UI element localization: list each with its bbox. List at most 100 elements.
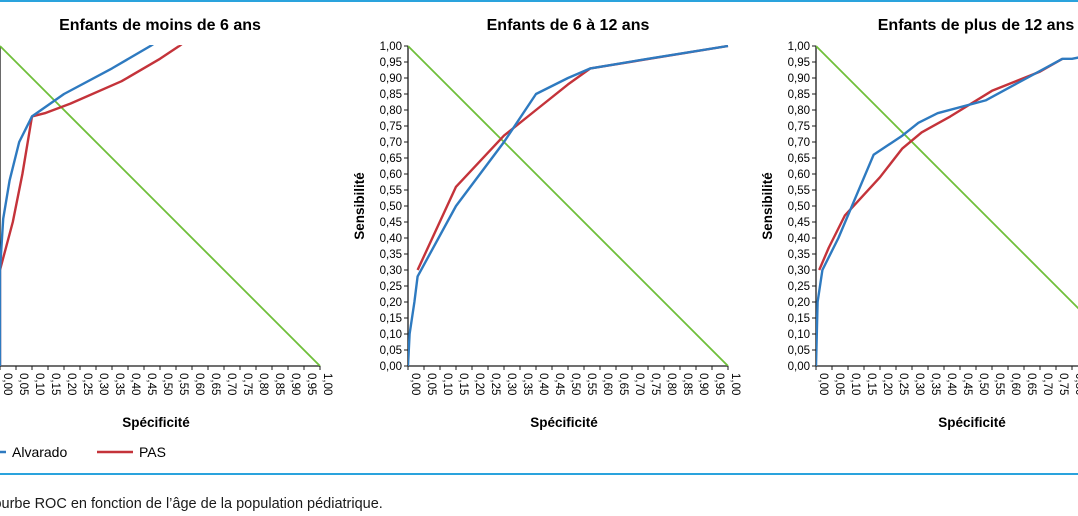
- x-tick-label: 0,55: [585, 373, 597, 395]
- y-tick-label: 1,00: [788, 41, 810, 53]
- x-tick-label: 0,70: [1041, 373, 1053, 395]
- x-tick-label: 0,75: [649, 373, 661, 395]
- x-tick-label: 0,20: [881, 373, 893, 395]
- y-tick-label: 0,80: [380, 105, 402, 117]
- x-tick-label: 0,10: [849, 373, 861, 395]
- pas-curve: [416, 45, 729, 271]
- x-tick-label: 0,00: [409, 373, 421, 395]
- y-axis-label: Sensibilité: [760, 172, 775, 240]
- y-tick-label: 1,00: [380, 41, 402, 53]
- top-rule: [0, 0, 1078, 2]
- x-tick-label: 0,50: [569, 373, 581, 395]
- bottom-rule: [0, 473, 1078, 475]
- x-tick-label: 0,35: [521, 373, 533, 395]
- y-tick-label: 0,90: [380, 73, 402, 85]
- y-tick-label: 0,95: [380, 57, 402, 69]
- x-tick-label: 1,00: [729, 373, 741, 395]
- y-tick-label: 0,25: [788, 281, 810, 293]
- x-tick-label: 0,80: [1073, 373, 1078, 395]
- roc-panel-2: Enfants de 6 à 12 ans 0,00 0,05 0,10 0,15 0,2…: [352, 17, 741, 430]
- x-tick-label: 0,20: [473, 373, 485, 395]
- y-tick-label: 0,85: [788, 89, 810, 101]
- x-axis-label: Spécificité: [122, 415, 190, 430]
- x-axis-label: Spécificité: [938, 415, 1006, 430]
- y-tick-label: 0,20: [788, 297, 810, 309]
- y-tick-label: 0,75: [788, 121, 810, 133]
- y-tick-label: 0,25: [380, 281, 402, 293]
- x-tick-label: 0,20: [65, 373, 77, 395]
- x-tick-label: 0,05: [425, 373, 437, 395]
- x-tick-label: 0,00: [817, 373, 829, 395]
- chart-title: Enfants de moins de 6 ans: [59, 17, 261, 34]
- x-tick-label: 0,15: [457, 373, 469, 395]
- y-tick-label: 0,05: [788, 345, 810, 357]
- x-tick-label: 0,10: [441, 373, 453, 395]
- x-tick-label: 0,45: [553, 373, 565, 395]
- roc-panel-3: Enfants de plus de 12 ans 0,00 0,05 0,10 0,1…: [760, 17, 1078, 430]
- alvarado-curve: [0, 45, 155, 366]
- y-tick-label: 0,15: [380, 313, 402, 325]
- x-tick-label: 0,50: [977, 373, 989, 395]
- x-tick-label: 0,80: [257, 373, 269, 395]
- y-tick-label: 0,60: [788, 169, 810, 181]
- x-tick-label: 0,40: [537, 373, 549, 395]
- y-tick-label: 0,00: [788, 361, 810, 373]
- x-tick-label: 0,70: [225, 373, 237, 395]
- x-tick-label: 0,55: [177, 373, 189, 395]
- y-tick-label: 0,35: [380, 249, 402, 261]
- x-tick-label: 0,75: [241, 373, 253, 395]
- y-tick-label: 0,50: [380, 201, 402, 213]
- x-tick-label: 0,65: [209, 373, 221, 395]
- x-tick-label: 0,75: [1057, 373, 1069, 395]
- x-tick-label: 0,15: [865, 373, 877, 395]
- legend-item-pas: PAS: [97, 444, 166, 460]
- x-tick-label: 0,80: [665, 373, 677, 395]
- x-tick-label: 0,50: [161, 373, 173, 395]
- x-tick-label: 0,30: [97, 373, 109, 395]
- chart-title: Enfants de plus de 12 ans: [878, 17, 1075, 34]
- x-tick-label: 0,05: [833, 373, 845, 395]
- x-tick-label: 0,45: [961, 373, 973, 395]
- y-tick-label: 0,45: [788, 217, 810, 229]
- x-tick-label: 1,00: [321, 373, 333, 395]
- y-tick-label: 0,55: [380, 185, 402, 197]
- alvarado-curve: [408, 45, 729, 366]
- y-tick-label: 0,65: [380, 153, 402, 165]
- x-tick-label: 0,60: [193, 373, 205, 395]
- x-tick-label: 0,85: [273, 373, 285, 395]
- y-tick-label: 0,80: [788, 105, 810, 117]
- pas-curve: [818, 57, 1063, 271]
- y-tick-label: 0,15: [788, 313, 810, 325]
- x-tick-label: 0,00: [1, 373, 13, 395]
- x-tick-label: 0,10: [33, 373, 45, 395]
- x-tick-label: 0,35: [113, 373, 125, 395]
- x-tick-label: 0,70: [633, 373, 645, 395]
- y-tick-label: 0,40: [788, 233, 810, 245]
- x-tick-label: 0,30: [505, 373, 517, 395]
- y-tick-label: 0,10: [380, 329, 402, 341]
- x-tick-label: 0,15: [49, 373, 61, 395]
- reference-diagonal: [816, 45, 1078, 310]
- y-tick-label: 0,55: [788, 185, 810, 197]
- y-tick-label: 0,65: [788, 153, 810, 165]
- legend-item-alvarado: Alvarado: [0, 444, 67, 460]
- x-tick-label: 0,95: [713, 373, 725, 395]
- y-tick-label: 0,30: [788, 265, 810, 277]
- x-tick-label: 0,65: [617, 373, 629, 395]
- reference-diagonal: [408, 45, 729, 366]
- y-axis-label: Sensibilité: [352, 172, 367, 240]
- x-tick-label: 0,55: [993, 373, 1005, 395]
- y-tick-label: 0,30: [380, 265, 402, 277]
- figure-caption: Courbe ROC en fonction de l’âge de la po…: [0, 496, 383, 512]
- x-tick-label: 0,90: [697, 373, 709, 395]
- x-tick-label: 0,30: [913, 373, 925, 395]
- x-tick-label: 0,60: [601, 373, 613, 395]
- x-axis-label: Spécificité: [530, 415, 598, 430]
- x-tick-label: 0,60: [1009, 373, 1021, 395]
- y-tick-label: 0,45: [380, 217, 402, 229]
- y-tick-label: 0,40: [380, 233, 402, 245]
- chart-title: Enfants de 6 à 12 ans: [487, 17, 650, 34]
- y-tick-label: 0,00: [380, 361, 402, 373]
- x-tick-label: 0,25: [897, 373, 909, 395]
